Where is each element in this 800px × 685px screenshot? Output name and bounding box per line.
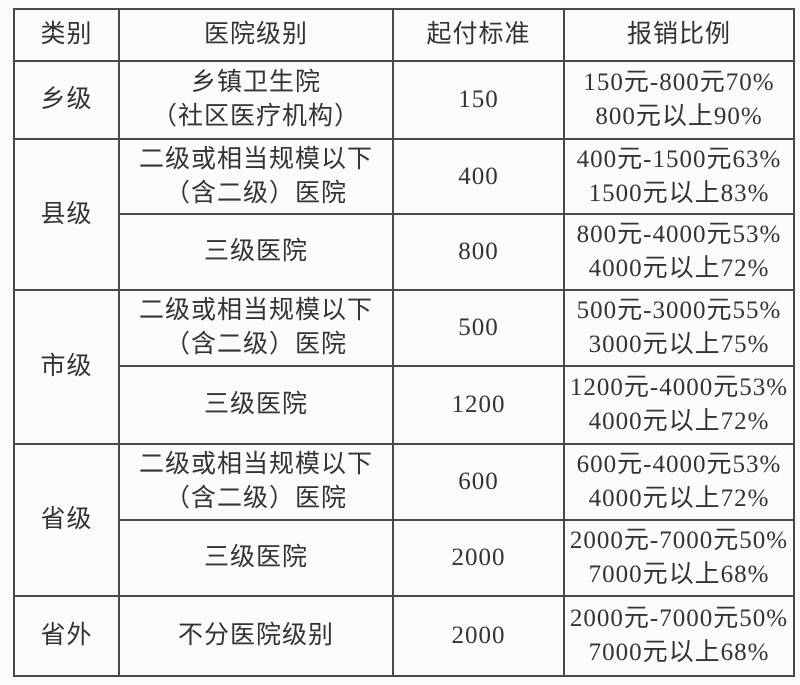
table-row: 三级医院 1200 1200元-4000元53% 4000元以上72% (14, 365, 795, 445)
header-category: 类别 (13, 8, 120, 62)
hospital-level-cell: 二级或相当规模以下 （含二级）医院 (118, 443, 394, 521)
header-ratio: 报销比例 (563, 8, 795, 62)
table-row: 省级 二级或相当规模以下 （含二级）医院 600 600元-4000元53% 4… (13, 443, 795, 597)
category-cell: 县级 (13, 138, 120, 291)
ratio-cell: 2000元-7000元50% 7000元以上68% (563, 519, 795, 597)
hospital-level-cell: 三级医院 (118, 213, 394, 291)
table-row: 省外 不分医院级别 2000 2000元-7000元50% 7000元以上68% (13, 595, 795, 677)
ratio-cell: 800元-4000元53% 4000元以上72% (563, 213, 795, 291)
ratio-cell: 150元-800元70% 800元以上90% (563, 60, 795, 140)
table-row: 市级 二级或相当规模以下 （含二级）医院 500 500元-3000元55% 3… (13, 289, 795, 445)
hospital-level-cell: 二级或相当规模以下 （含二级）医院 (118, 289, 394, 367)
table-row: 三级医院 800 800元-4000元53% 4000元以上72% (14, 213, 795, 291)
hospital-level-cell: 乡镇卫生院 （社区医疗机构） (118, 60, 394, 140)
deductible-cell: 2000 (392, 595, 565, 677)
hospital-level-cell: 三级医院 (118, 519, 394, 597)
table-row: 县级 二级或相当规模以下 （含二级）医院 400 400元-1500元63% 1… (13, 138, 795, 291)
category-cell: 乡级 (13, 60, 120, 140)
table-row: 三级医院 2000 2000元-7000元50% 7000元以上68% (14, 519, 795, 597)
table-header-row: 类别 医院级别 起付标准 报销比例 (13, 8, 795, 62)
table-row: 乡级 乡镇卫生院 （社区医疗机构） 150 150元-800元70% 800元以… (13, 60, 795, 140)
header-deductible: 起付标准 (392, 8, 565, 62)
category-cell: 省级 (13, 443, 120, 597)
ratio-cell: 500元-3000元55% 3000元以上75% (563, 289, 795, 367)
hospital-level-cell: 不分医院级别 (118, 595, 394, 677)
ratio-cell: 1200元-4000元53% 4000元以上72% (563, 365, 795, 445)
hospital-level-cell: 三级医院 (118, 365, 394, 445)
ratio-cell: 400元-1500元63% 1500元以上83% (563, 138, 795, 215)
deductible-cell: 150 (392, 60, 565, 140)
deductible-cell: 600 (392, 443, 565, 521)
hospital-level-cell: 二级或相当规模以下 （含二级）医院 (118, 138, 394, 215)
category-cell: 省外 (13, 595, 120, 677)
header-hospital-level: 医院级别 (118, 8, 394, 62)
deductible-cell: 500 (392, 289, 565, 367)
category-cell: 市级 (13, 289, 120, 445)
deductible-cell: 1200 (392, 365, 565, 445)
deductible-cell: 400 (392, 138, 565, 215)
ratio-cell: 600元-4000元53% 4000元以上72% (563, 443, 795, 521)
deductible-cell: 800 (392, 213, 565, 291)
reimbursement-table: 类别 医院级别 起付标准 报销比例 乡级 乡镇卫生院 （社区医疗机构） 150 … (13, 8, 795, 677)
deductible-cell: 2000 (392, 519, 565, 597)
ratio-cell: 2000元-7000元50% 7000元以上68% (563, 595, 795, 677)
